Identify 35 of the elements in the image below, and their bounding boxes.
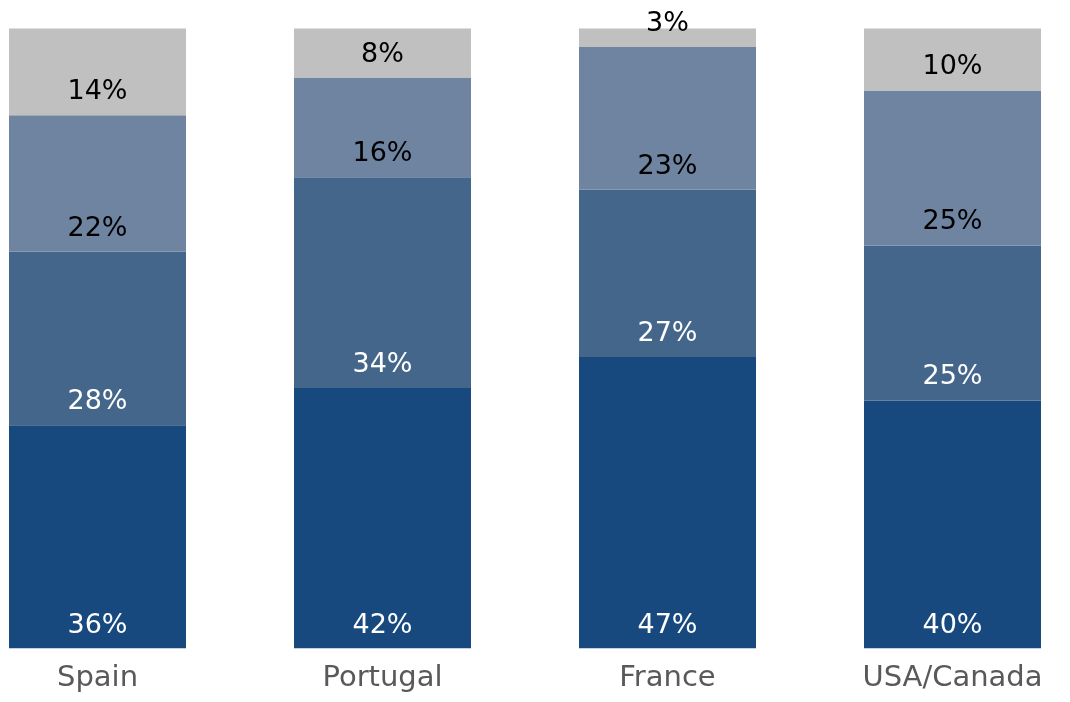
bar xyxy=(864,245,1041,401)
data-label: 47% xyxy=(637,607,698,639)
data-label: 36% xyxy=(67,607,128,639)
bar xyxy=(864,28,1041,91)
x-tick-label: USA/Canada xyxy=(862,658,1043,693)
data-label: 10% xyxy=(922,49,983,81)
data-label: 8% xyxy=(361,37,404,69)
bar xyxy=(9,425,186,649)
bar xyxy=(294,78,471,178)
data-label: 16% xyxy=(352,136,413,168)
x-tick-label: France xyxy=(619,658,716,693)
bar xyxy=(294,28,471,79)
data-label: 34% xyxy=(352,347,413,379)
bar xyxy=(294,177,471,389)
bar xyxy=(9,28,186,116)
bar xyxy=(864,90,1041,246)
data-label: 25% xyxy=(922,204,983,236)
x-tick-label: Portugal xyxy=(322,658,443,693)
bar xyxy=(9,115,186,252)
data-label: 27% xyxy=(637,316,698,348)
bar xyxy=(579,357,756,649)
data-label: 22% xyxy=(67,210,128,242)
bar xyxy=(864,400,1041,649)
data-label: 25% xyxy=(922,359,983,391)
bar xyxy=(9,251,186,426)
bar xyxy=(579,189,756,358)
data-label: 42% xyxy=(352,607,413,639)
data-label: 28% xyxy=(67,384,128,416)
data-label: 3% xyxy=(646,6,689,38)
data-label: 14% xyxy=(67,74,128,106)
bar xyxy=(294,388,471,649)
bar xyxy=(579,47,756,190)
data-label: 23% xyxy=(637,148,698,180)
x-tick-label: Spain xyxy=(56,658,139,693)
data-label: 40% xyxy=(922,607,983,639)
